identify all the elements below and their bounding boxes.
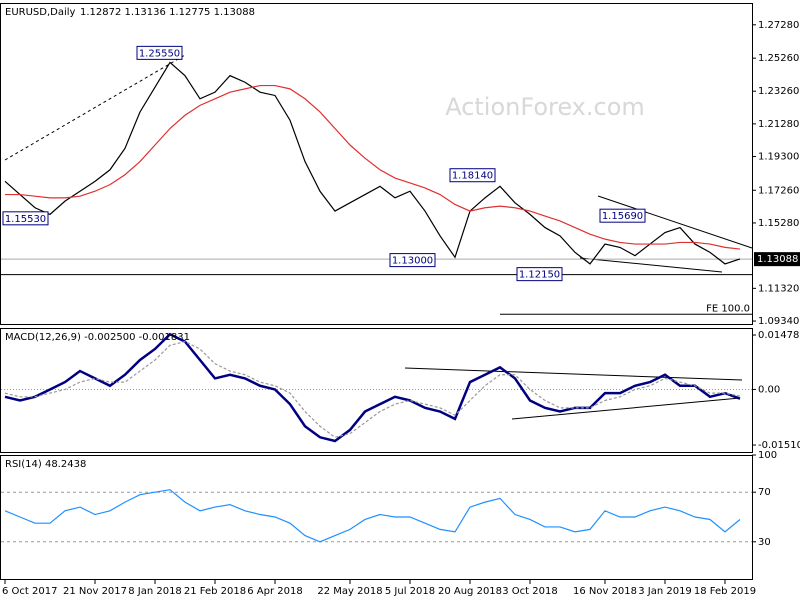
y-tick-label: 30 [758, 537, 771, 548]
x-tick-label: 21 Nov 2017 [63, 586, 127, 597]
y-tick-label: 0.014786 [758, 330, 800, 341]
y-tick-label: 1.23260 [758, 86, 799, 97]
last-price-box [754, 252, 800, 267]
annotation-box [599, 208, 646, 223]
y-tick-label: 1.21280 [758, 119, 799, 130]
watermark: ActionForex.com [445, 93, 645, 121]
series-line [4, 340, 741, 438]
last-price-label: 1.13088 [757, 254, 798, 265]
y-tick-label: 1.15280 [758, 218, 799, 229]
x-tick-label: 18 Feb 2019 [694, 586, 756, 597]
annotation-box [516, 267, 563, 282]
macd-panel [0, 328, 753, 453]
annotation-label: 1.15690 [602, 211, 643, 222]
series-line [4, 61, 741, 265]
annotation-box [2, 211, 49, 226]
y-tick-label: 100 [758, 450, 777, 461]
y-tick-label: 0.00 [758, 384, 780, 395]
panel-subtitle: 1.12872 1.13136 1.12775 1.13088 [80, 7, 255, 18]
annotation-label: 1.25550 [139, 48, 180, 59]
rsi-panel [0, 455, 753, 580]
annotation-label: 1.15530 [5, 214, 46, 225]
x-tick-label: 3 Oct 2018 [502, 586, 557, 597]
x-tick-label: 16 Nov 2018 [573, 586, 637, 597]
annotation-box [136, 45, 183, 60]
trend-line [4, 54, 186, 161]
x-tick-label: 6 Oct 2017 [2, 586, 57, 597]
annotation-label: 1.13000 [392, 256, 433, 267]
series-line [4, 332, 741, 443]
trend-line [511, 397, 741, 420]
trend-line [579, 257, 723, 273]
y-tick-label: 1.19300 [758, 152, 799, 163]
x-tick-label: 20 Aug 2018 [438, 586, 502, 597]
y-tick-label: 1.25260 [758, 53, 799, 64]
x-tick-label: 6 Apr 2018 [247, 586, 302, 597]
y-tick-label: 1.27280 [758, 20, 799, 31]
price-panel [0, 3, 753, 325]
x-tick-label: 21 Feb 2018 [184, 586, 246, 597]
x-tick-label: 8 Jan 2018 [128, 586, 182, 597]
x-tick-label: 3 Jan 2019 [638, 586, 692, 597]
y-tick-label: 1.09340 [758, 316, 799, 327]
panel-title: MACD(12,26,9) -0.002500 -0.001831 [5, 332, 190, 343]
annotation-label: 1.18140 [452, 171, 493, 182]
fe-label: FE 100.0 [706, 303, 750, 314]
annotation-box [389, 253, 436, 268]
y-tick-label: -0.015107 [758, 440, 800, 451]
y-tick-label: 1.11320 [758, 283, 799, 294]
panel-title: RSI(14) 48.2438 [5, 459, 86, 470]
series-line [4, 489, 741, 543]
panel-title: EURUSD,Daily [5, 7, 76, 18]
trend-line [597, 195, 753, 249]
annotation-box [449, 168, 496, 183]
annotation-label: 1.12150 [519, 270, 560, 281]
series-line [5, 84, 741, 250]
y-tick-label: 70 [758, 487, 771, 498]
y-tick-label: 1.17260 [758, 185, 799, 196]
x-tick-label: 5 Jul 2018 [385, 586, 435, 597]
x-tick-label: 22 May 2018 [317, 586, 382, 597]
trend-line [404, 367, 743, 381]
